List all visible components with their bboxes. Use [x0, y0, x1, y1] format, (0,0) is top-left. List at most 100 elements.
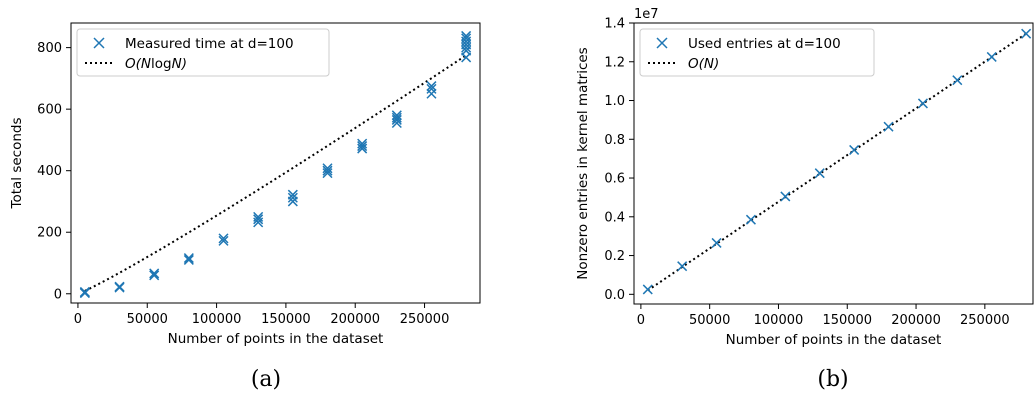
chart-b-y-axis-label: Nonzero entries in kernel matrices	[575, 47, 591, 279]
chart-a-x-tick-label: 100000	[192, 312, 242, 327]
chart-a-data-point	[357, 141, 368, 152]
chart-a-y-tick-label: 400	[37, 164, 62, 179]
chart-b-data-point	[849, 144, 860, 155]
chart-a-ticks: 0 50000 100000 150000 200000 250000 0 200 400 600…	[37, 41, 449, 327]
chart-b-legend-x-marker	[656, 37, 668, 49]
chart-a-data-point	[253, 211, 264, 222]
legend-a-close: )	[181, 56, 187, 72]
chart-a-legend: Measured time at d=100 O(NlogN)	[76, 28, 330, 77]
chart-a: 0 50000 100000 150000 200000 250000 0 200 400 600…	[9, 22, 481, 392]
chart-a-data-point	[322, 165, 333, 176]
chart-b-axis-multiplier: 1e7	[634, 7, 659, 22]
chart-b-reference-line	[647, 32, 1027, 292]
chart-a-data-point	[461, 33, 472, 44]
chart-a-legend-box	[76, 28, 330, 77]
chart-b-plot-frame	[633, 22, 1034, 305]
chart-a-data-point	[149, 268, 160, 279]
chart-a-x-tick-label: 0	[74, 312, 82, 327]
chart-b-data-point	[642, 284, 653, 295]
chart-a-data-point	[183, 253, 194, 264]
chart-a-x-tick-label: 250000	[400, 312, 450, 327]
legend-a-n1: N	[141, 56, 151, 72]
chart-b-legend: Used entries at d=100 O(N)	[639, 28, 875, 77]
chart-a-legend-marker	[93, 37, 105, 49]
chart-a-data-point	[391, 112, 402, 123]
chart-b-y-tick-label: 1.2	[604, 55, 625, 70]
chart-a-y-tick-label: 800	[37, 41, 62, 56]
chart-a-data-point	[357, 138, 368, 149]
chart-b-points	[642, 28, 1032, 295]
chart-a-data-point	[218, 235, 229, 246]
chart-a-data-point	[253, 214, 264, 225]
chart-b-data-point	[952, 75, 963, 86]
chart-b-data-point	[711, 237, 722, 248]
chart-b-ticks: 0 50000 100000 150000 200000 250000 0.0 0.2 0.4 0…	[604, 17, 1009, 329]
legend-a-o: O(	[125, 56, 142, 72]
chart-a-points	[79, 30, 472, 299]
chart-a-reference-curve	[84, 54, 467, 292]
chart-b-x-axis-label: Number of points in the dataset	[726, 332, 942, 348]
chart-a-data-point	[322, 163, 333, 174]
chart-b: 0 50000 100000 150000 200000 250000 0.0 0.2 0.4 0…	[575, 7, 1034, 392]
chart-b-data-point	[780, 191, 791, 202]
legend-a-log: log	[151, 56, 172, 72]
chart-b-x-tick-label: 100000	[754, 313, 804, 328]
chart-a-data-point	[426, 83, 437, 94]
chart-b-legend-label-n: O(N)	[688, 56, 719, 72]
chart-b-legend-marker	[656, 37, 668, 49]
chart-b-x-tick-label: 50000	[689, 313, 730, 328]
chart-b-data-point	[883, 121, 894, 132]
chart-a-x-tick-label: 150000	[261, 312, 311, 327]
chart-a-data-point	[287, 189, 298, 200]
chart-a-y-tick-label: 600	[37, 103, 62, 118]
chart-a-x-tick-label: 50000	[127, 312, 168, 327]
chart-b-caption: (b)	[817, 367, 848, 392]
legend-b-n: N	[704, 56, 714, 72]
chart-b-data-point	[1021, 28, 1032, 39]
chart-a-data-point	[218, 233, 229, 244]
chart-b-x-tick-label: 150000	[822, 313, 872, 328]
chart-b-y-tick-label: 0.2	[604, 249, 625, 264]
chart-a-data-point	[287, 192, 298, 203]
chart-b-y-tick-label: 0.4	[604, 210, 625, 225]
chart-a-x-tick-label: 200000	[330, 312, 380, 327]
chart-a-data-point	[391, 110, 402, 121]
chart-b-data-point	[986, 51, 997, 62]
chart-b-y-tick-label: 1.0	[604, 94, 625, 109]
chart-a-data-point	[391, 114, 402, 125]
chart-b-y-tick-label: 0.0	[604, 288, 625, 303]
chart-a-y-tick-label: 0	[54, 287, 62, 302]
chart-b-y-tick-label: 1.4	[604, 17, 625, 32]
chart-a-data-point	[461, 30, 472, 41]
legend-a-n2: N	[172, 56, 182, 72]
chart-a-data-point	[114, 281, 125, 292]
chart-a-data-point	[183, 254, 194, 265]
chart-a-legend-label-measured: Measured time at d=100	[125, 36, 294, 52]
chart-b-data-point	[677, 261, 688, 272]
chart-a-legend-x-marker	[93, 37, 105, 49]
chart-b-x-tick-label: 250000	[960, 313, 1010, 328]
chart-a-y-tick-label: 200	[37, 226, 62, 241]
chart-b-reference-curve	[647, 32, 1027, 292]
legend-b-close: )	[713, 56, 719, 72]
chart-a-data-point	[149, 270, 160, 281]
chart-b-x-tick-label: 0	[637, 313, 645, 328]
chart-a-data-point	[426, 81, 437, 92]
chart-a-legend-label-nlogn: O(NlogN)	[125, 56, 187, 72]
chart-a-data-point	[322, 168, 333, 179]
legend-b-o: O(	[688, 56, 705, 72]
chart-b-data-point	[814, 168, 825, 179]
chart-b-data-point	[917, 98, 928, 109]
chart-a-data-point	[79, 286, 90, 297]
chart-b-y-tick-label: 0.6	[604, 172, 625, 187]
chart-b-x-tick-label: 200000	[891, 313, 941, 328]
chart-a-caption: (a)	[251, 367, 281, 392]
chart-a-y-axis-label: Total seconds	[9, 118, 25, 210]
chart-b-data-point	[745, 214, 756, 225]
chart-b-y-tick-label: 0.8	[604, 133, 625, 148]
chart-b-legend-box	[639, 28, 875, 77]
chart-b-legend-label-used: Used entries at d=100	[688, 36, 841, 52]
chart-a-data-point	[426, 88, 437, 99]
chart-a-x-axis-label: Number of points in the dataset	[168, 331, 384, 347]
